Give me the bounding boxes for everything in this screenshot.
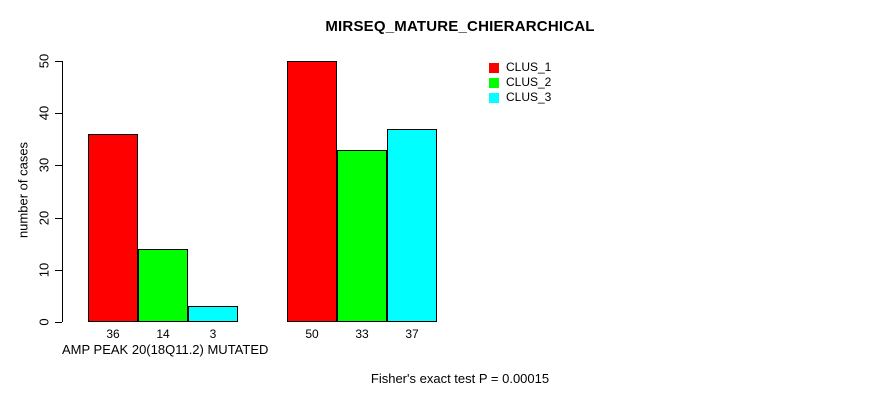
bar-clus_2 — [337, 150, 387, 322]
bar-value-label: 3 — [209, 327, 217, 341]
y-tick-label: 10 — [36, 262, 52, 278]
legend-swatch — [489, 62, 499, 73]
bar-value-label: 33 — [355, 327, 369, 341]
stat-text: Fisher's exact test P = 0.00015 — [370, 371, 550, 386]
legend: CLUS_1 CLUS_2 CLUS_3 — [489, 61, 551, 106]
bar-clus_3 — [188, 306, 238, 322]
legend-swatch — [489, 92, 499, 103]
y-axis-line — [62, 61, 63, 322]
y-tick-mark — [55, 61, 62, 62]
x-axis-group-label: AMP PEAK 20(18Q11.2) MUTATED — [62, 342, 269, 357]
legend-item: CLUS_3 — [489, 91, 551, 104]
bar-value-label: 37 — [405, 327, 419, 341]
bar-clus_3 — [387, 129, 437, 322]
y-tick-label: 0 — [36, 318, 52, 326]
y-tick-label: 30 — [36, 158, 52, 173]
legend-item: CLUS_2 — [489, 76, 551, 89]
legend-label: CLUS_2 — [506, 75, 552, 89]
y-tick-mark — [55, 322, 62, 323]
legend-label: CLUS_3 — [506, 90, 552, 104]
chart-title: MIRSEQ_MATURE_CHIERARCHICAL — [325, 18, 595, 35]
bar-value-label: 14 — [156, 327, 170, 341]
bar-value-label: 50 — [305, 327, 319, 341]
legend-label: CLUS_1 — [506, 60, 552, 74]
bar-clus_1 — [287, 61, 337, 322]
bar-value-label: 36 — [106, 327, 120, 341]
bar-clus_1 — [88, 134, 138, 322]
y-tick-label: 50 — [36, 53, 52, 69]
y-tick-mark — [55, 165, 62, 167]
y-tick-label: 20 — [36, 210, 52, 225]
y-tick-mark — [55, 217, 62, 219]
y-axis-label: number of cases — [15, 141, 31, 239]
legend-swatch — [489, 77, 499, 88]
y-tick-mark — [55, 113, 62, 115]
bar-clus_2 — [138, 249, 188, 322]
y-tick-label: 40 — [36, 105, 52, 121]
y-tick-mark — [55, 269, 62, 271]
legend-item: CLUS_1 — [489, 61, 551, 74]
